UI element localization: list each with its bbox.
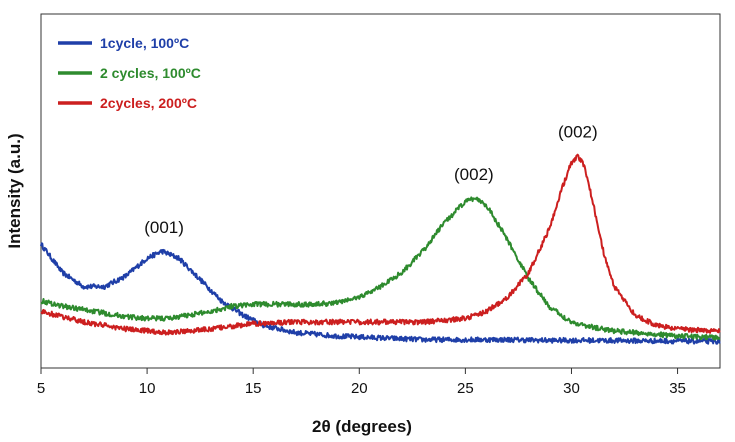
plot-frame bbox=[40, 13, 721, 369]
legend-entry: 2cycles, 200ºC bbox=[100, 95, 197, 111]
series-line-3 bbox=[40, 153, 721, 336]
peak-label: (001) bbox=[144, 218, 184, 237]
x-tick-label: 30 bbox=[563, 380, 580, 397]
series-line-2 bbox=[40, 196, 721, 341]
peak-label: (002) bbox=[454, 165, 494, 184]
x-tick-label: 5 bbox=[37, 380, 45, 397]
x-axis-title: 2θ (degrees) bbox=[312, 417, 412, 436]
peak-label: (002) bbox=[558, 123, 598, 142]
y-axis-title: Intensity (a.u.) bbox=[5, 133, 24, 248]
x-tick-label: 15 bbox=[245, 380, 262, 397]
series-line-1 bbox=[40, 242, 721, 345]
x-tick-label: 25 bbox=[457, 380, 474, 397]
series-layer bbox=[40, 153, 721, 345]
x-tick-label: 20 bbox=[351, 380, 368, 397]
x-tick-label: 35 bbox=[669, 380, 686, 397]
legend: 1cycle, 100ºC 2 cycles, 100ºC 2cycles, 200… bbox=[58, 35, 201, 111]
x-tick-label: 10 bbox=[139, 380, 156, 397]
legend-entry: 1cycle, 100ºC bbox=[100, 35, 189, 51]
x-axis-ticks: 5 10 15 20 25 30 35 bbox=[37, 368, 686, 397]
peak-annotations: (001) (002) (002) bbox=[144, 123, 597, 238]
legend-entry: 2 cycles, 100ºC bbox=[100, 65, 201, 81]
